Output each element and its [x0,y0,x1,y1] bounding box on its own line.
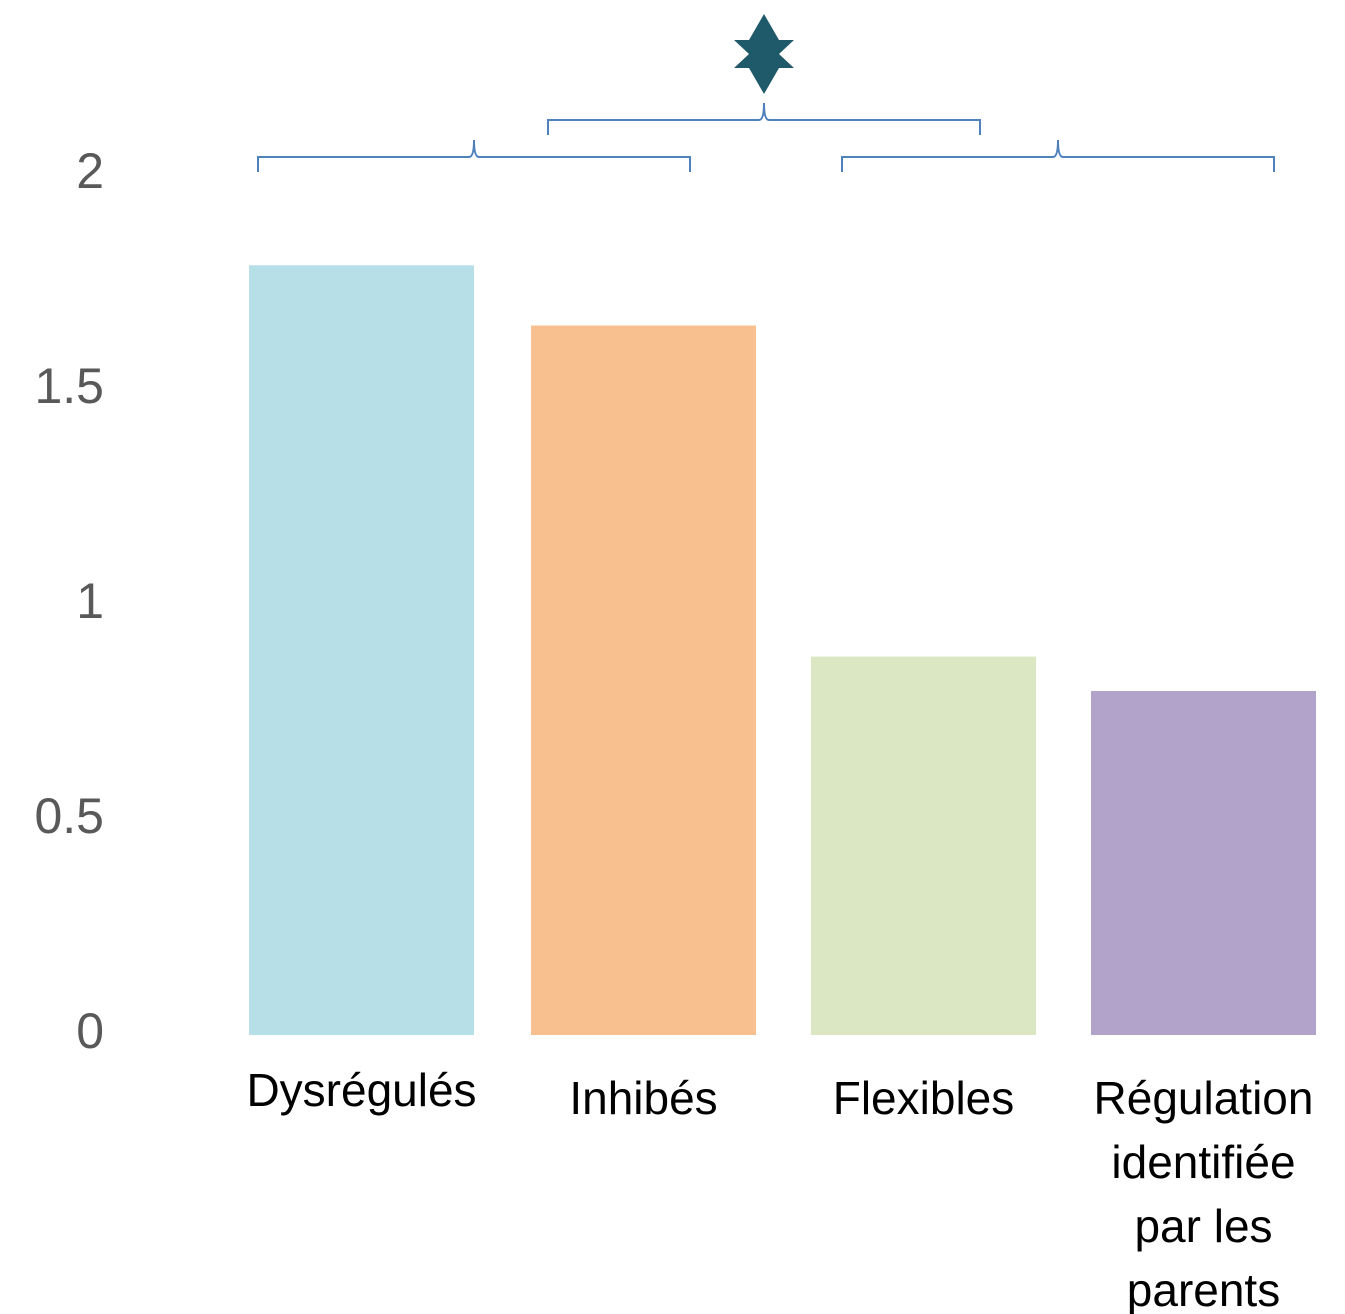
y-tick-label: 2 [76,143,104,199]
x-tick-label: Régulation identifiée par les parents [1093,1072,1314,1314]
bar [1091,691,1316,1035]
y-tick-label: 0 [76,1003,104,1059]
bar [811,656,1036,1035]
y-tick-label: 1 [76,573,104,629]
significance-star [734,14,794,94]
x-tick-label: Dysrégulés [246,1064,477,1116]
bracket [257,139,691,172]
bar [249,265,474,1035]
significance-brackets [257,102,1275,172]
bracket [547,102,981,135]
y-tick-label: 0.5 [34,788,104,844]
x-tick-label: Flexibles [832,1072,1015,1124]
y-tick-label: 1.5 [34,358,104,414]
x-tick-label: Inhibés [569,1072,718,1124]
bar [531,325,756,1035]
bracket [841,139,1275,172]
